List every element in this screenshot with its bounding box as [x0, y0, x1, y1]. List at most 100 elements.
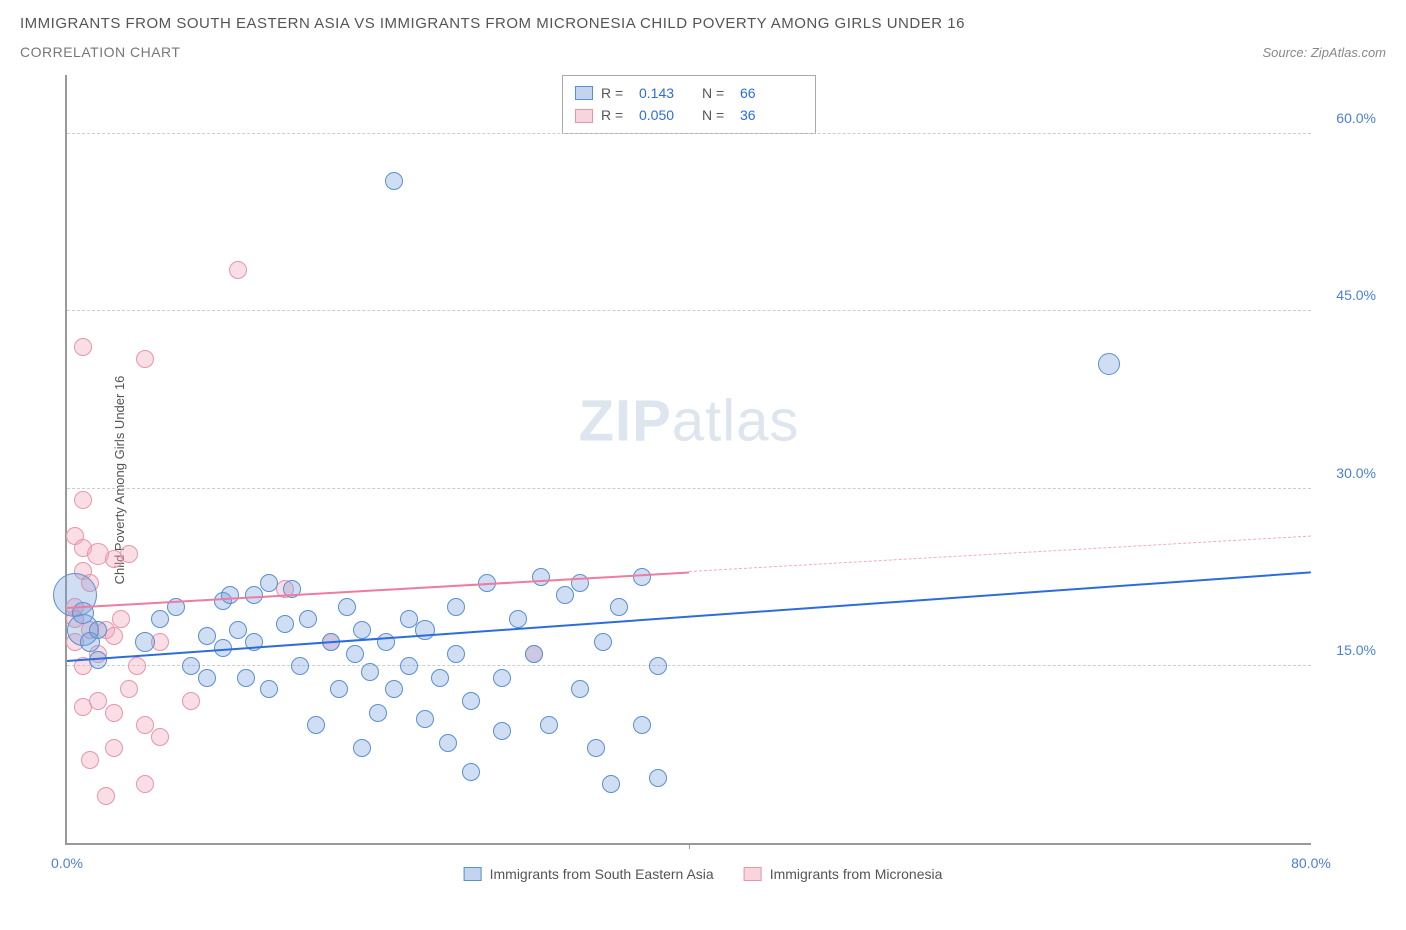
- scatter-point-blue: [229, 621, 247, 639]
- scatter-point-blue: [649, 769, 667, 787]
- scatter-point-pink: [81, 751, 99, 769]
- scatter-point-blue: [353, 621, 371, 639]
- scatter-point-blue: [540, 716, 558, 734]
- scatter-point-blue: [556, 586, 574, 604]
- scatter-point-blue: [338, 598, 356, 616]
- scatter-point-blue: [353, 739, 371, 757]
- scatter-point-blue: [493, 722, 511, 740]
- gridline: [67, 665, 1311, 666]
- correlation-legend: R = 0.143 N = 66R = 0.050 N = 36: [562, 75, 816, 134]
- x-tick-label: 80.0%: [1291, 855, 1331, 871]
- trendline-pink: [67, 571, 689, 608]
- scatter-point-blue: [260, 680, 278, 698]
- scatter-point-blue: [385, 680, 403, 698]
- x-tick-mark: [689, 843, 690, 849]
- plot-area: ZIPatlas R =0.143N =66R =0.050N =36 15.0…: [65, 75, 1311, 845]
- watermark: ZIPatlas: [579, 387, 800, 454]
- gridline: [67, 310, 1311, 311]
- chart-subtitle: CORRELATION CHART: [20, 44, 180, 60]
- scatter-point-blue: [532, 568, 550, 586]
- r-label: R =: [601, 104, 631, 126]
- gridline: [67, 488, 1311, 489]
- scatter-point-blue: [587, 739, 605, 757]
- legend-swatch-blue: [575, 86, 593, 100]
- series-legend-item: Immigrants from Micronesia: [744, 866, 943, 882]
- scatter-point-blue: [276, 615, 294, 633]
- series-label: Immigrants from South Eastern Asia: [490, 866, 714, 882]
- scatter-point-blue: [462, 763, 480, 781]
- scatter-point-pink: [97, 787, 115, 805]
- scatter-point-blue: [182, 657, 200, 675]
- trendline-pink-extrapolated: [689, 536, 1311, 572]
- scatter-point-blue: [89, 621, 107, 639]
- x-tick-label: 0.0%: [51, 855, 83, 871]
- scatter-point-pink: [105, 704, 123, 722]
- legend-swatch-pink: [575, 109, 593, 123]
- scatter-point-blue: [447, 598, 465, 616]
- scatter-point-pink: [229, 261, 247, 279]
- scatter-point-pink: [120, 545, 138, 563]
- scatter-point-blue: [198, 669, 216, 687]
- scatter-point-blue: [369, 704, 387, 722]
- n-value: 66: [740, 82, 795, 104]
- legend-swatch-pink: [744, 867, 762, 881]
- gridline: [67, 133, 1311, 134]
- scatter-point-blue: [237, 669, 255, 687]
- legend-stats-row: R =0.143N =66: [575, 82, 795, 104]
- scatter-point-pink: [89, 692, 107, 710]
- scatter-point-blue: [633, 568, 651, 586]
- scatter-point-blue: [416, 710, 434, 728]
- scatter-point-pink: [128, 657, 146, 675]
- scatter-point-blue: [594, 633, 612, 651]
- scatter-point-pink: [120, 680, 138, 698]
- scatter-point-pink: [182, 692, 200, 710]
- scatter-point-pink: [74, 698, 92, 716]
- scatter-point-blue: [245, 586, 263, 604]
- scatter-point-blue: [431, 669, 449, 687]
- y-tick-label: 15.0%: [1336, 642, 1376, 658]
- scatter-point-pink: [105, 627, 123, 645]
- source-attribution: Source: ZipAtlas.com: [1262, 45, 1386, 60]
- scatter-point-blue: [525, 645, 543, 663]
- scatter-point-blue: [571, 680, 589, 698]
- r-value: 0.143: [639, 82, 694, 104]
- scatter-point-blue: [602, 775, 620, 793]
- n-label: N =: [702, 104, 732, 126]
- scatter-point-pink: [74, 491, 92, 509]
- scatter-point-blue: [610, 598, 628, 616]
- subtitle-row: CORRELATION CHART Source: ZipAtlas.com: [20, 44, 1386, 60]
- scatter-point-blue: [462, 692, 480, 710]
- scatter-point-blue: [400, 657, 418, 675]
- trendline-blue: [67, 571, 1311, 662]
- scatter-point-pink: [105, 739, 123, 757]
- scatter-point-blue: [385, 172, 403, 190]
- scatter-point-blue: [346, 645, 364, 663]
- scatter-point-blue: [633, 716, 651, 734]
- scatter-point-blue: [415, 620, 435, 640]
- scatter-point-blue: [291, 657, 309, 675]
- y-tick-label: 60.0%: [1336, 110, 1376, 126]
- scatter-point-pink: [136, 350, 154, 368]
- scatter-point-blue: [493, 669, 511, 687]
- series-legend-item: Immigrants from South Eastern Asia: [464, 866, 714, 882]
- scatter-point-blue: [330, 680, 348, 698]
- scatter-point-blue: [649, 657, 667, 675]
- n-value: 36: [740, 104, 795, 126]
- r-value: 0.050: [639, 104, 694, 126]
- legend-stats-row: R = 0.050 N = 36: [575, 104, 795, 126]
- chart-container: Child Poverty Among Girls Under 16 ZIPat…: [20, 70, 1386, 890]
- scatter-point-blue: [307, 716, 325, 734]
- scatter-point-blue: [509, 610, 527, 628]
- n-label: N =: [702, 82, 732, 104]
- y-tick-label: 30.0%: [1336, 465, 1376, 481]
- scatter-point-blue: [221, 586, 239, 604]
- scatter-point-blue: [151, 610, 169, 628]
- scatter-point-blue: [135, 632, 155, 652]
- scatter-point-blue: [439, 734, 457, 752]
- scatter-point-blue: [299, 610, 317, 628]
- series-legend: Immigrants from South Eastern Asia Immigr…: [464, 866, 943, 882]
- scatter-point-pink: [112, 610, 130, 628]
- scatter-point-blue: [260, 574, 278, 592]
- chart-title: IMMIGRANTS FROM SOUTH EASTERN ASIA VS IM…: [20, 15, 1386, 32]
- scatter-point-blue: [447, 645, 465, 663]
